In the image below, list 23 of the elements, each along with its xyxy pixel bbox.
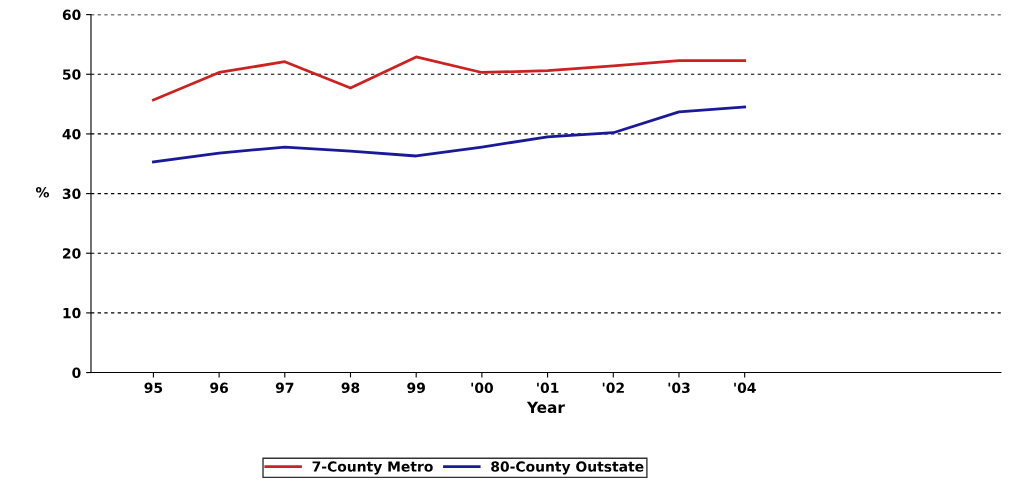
x-tick-label: '01 (537, 382, 559, 394)
x-tick-label: 98 (341, 382, 360, 394)
x-tick-label: '03 (668, 382, 690, 394)
x-tick-label: '04 (734, 382, 756, 394)
y-tick-label: 10 (63, 307, 81, 319)
legend-label: 80-County Outstate (491, 461, 644, 475)
y-tick-label: 0 (72, 367, 81, 379)
x-tick-label: '00 (471, 382, 494, 394)
x-tick-label: 99 (407, 382, 425, 394)
x-tick-label: '02 (602, 382, 624, 394)
x-tick-label: 95 (144, 382, 163, 394)
line-series (152, 105, 747, 164)
y-tick-label: 50 (63, 69, 81, 80)
y-tick-label: 20 (63, 248, 81, 259)
x-tick-label: 96 (210, 382, 229, 394)
line-series (152, 55, 747, 102)
y-tick-label: 30 (62, 188, 81, 200)
y-axis-title: % (35, 187, 50, 198)
y-tick-label: 40 (62, 128, 81, 140)
x-tick-label: 97 (275, 382, 294, 394)
x-axis-title: Year (526, 401, 565, 414)
legend-label: 7-County Metro (312, 461, 433, 475)
y-tick-label: 60 (62, 9, 81, 21)
